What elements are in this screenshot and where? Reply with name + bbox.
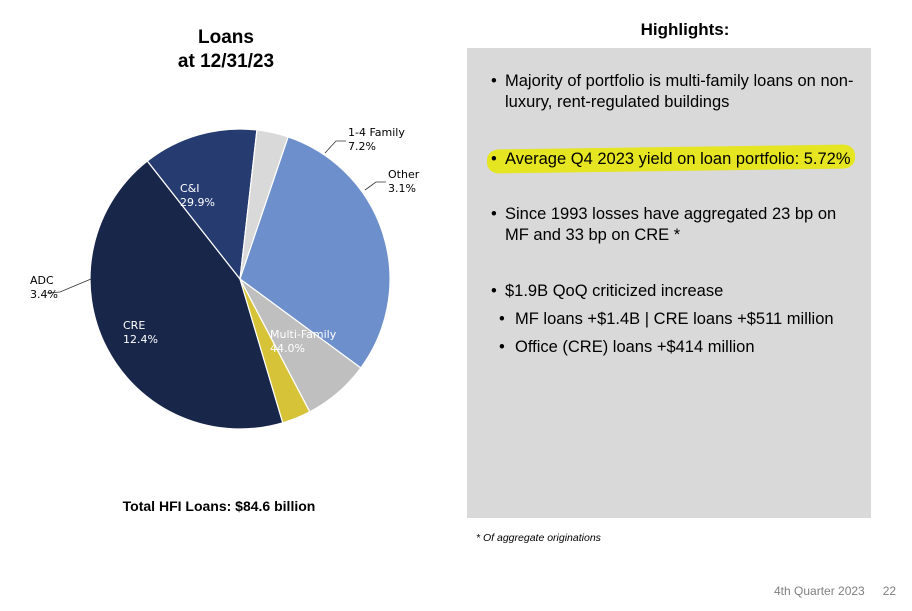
- highlight-item: • Since 1993 losses have aggregated 23 b…: [491, 205, 837, 244]
- pie-slice-c-i: [239, 136, 391, 369]
- slice-label-1-4-family: 1-4 Family: [348, 126, 405, 139]
- slice-value-c-i: 29.9%: [180, 196, 215, 209]
- leader-line-other: [364, 181, 386, 191]
- slice-label-multi-family: Multi-Family: [270, 328, 337, 341]
- footnote: * Of aggregate originations: [476, 532, 601, 544]
- chart-title-line2: at 12/31/23: [177, 51, 275, 72]
- slice-label-c-i: C&I: [180, 182, 200, 195]
- slice-label-cre: CRE: [123, 319, 145, 332]
- highlight-item-yield: • Average Q4 2023 yield on loan portfoli…: [491, 150, 851, 168]
- leader-line-1-4-family: [324, 140, 346, 154]
- chart-title: Loans at 12/31/23: [120, 26, 332, 74]
- highlights-title: Highlights:: [640, 20, 730, 39]
- pie-slice-cre: [146, 128, 258, 281]
- bullet-icon: •: [491, 150, 497, 168]
- total-hfi-loans: Total HFI Loans: $84.6 billion: [122, 498, 316, 514]
- bullet-icon: •: [491, 72, 497, 90]
- leader-line-adc: [46, 278, 92, 294]
- highlight-subitem: • MF loans +$1.4B | CRE loans +$511 mill…: [499, 310, 834, 328]
- bullet-icon: •: [499, 310, 505, 328]
- slice-label-other: Other: [388, 168, 420, 181]
- pie-slice-other: [239, 278, 311, 424]
- slice-value-other: 3.1%: [388, 182, 416, 195]
- highlight-item: • $1.9B QoQ criticized increase: [491, 282, 724, 300]
- slice-value-multi-family: 44.0%: [270, 342, 305, 355]
- pie-slice-multi-family: [89, 160, 284, 430]
- bullet-icon: •: [499, 338, 505, 356]
- highlights-panel: • Majority of portfolio is multi-family …: [467, 48, 871, 518]
- page-number: 22: [882, 584, 897, 598]
- slice-label-adc: ADC: [30, 274, 54, 287]
- footer-label: 4th Quarter 2023: [774, 584, 865, 598]
- slice-value-1-4-family: 7.2%: [348, 140, 376, 153]
- highlight-subitem: • Office (CRE) loans +$414 million: [499, 338, 755, 356]
- page-footer: 4th Quarter 2023 22: [774, 584, 896, 598]
- bullet-icon: •: [491, 205, 497, 223]
- bullet-icon: •: [491, 282, 497, 300]
- chart-title-line1: Loans: [198, 27, 254, 48]
- slice-value-adc: 3.4%: [30, 288, 58, 301]
- highlight-item: • Majority of portfolio is multi-family …: [491, 72, 854, 111]
- slice-value-cre: 12.4%: [123, 333, 158, 346]
